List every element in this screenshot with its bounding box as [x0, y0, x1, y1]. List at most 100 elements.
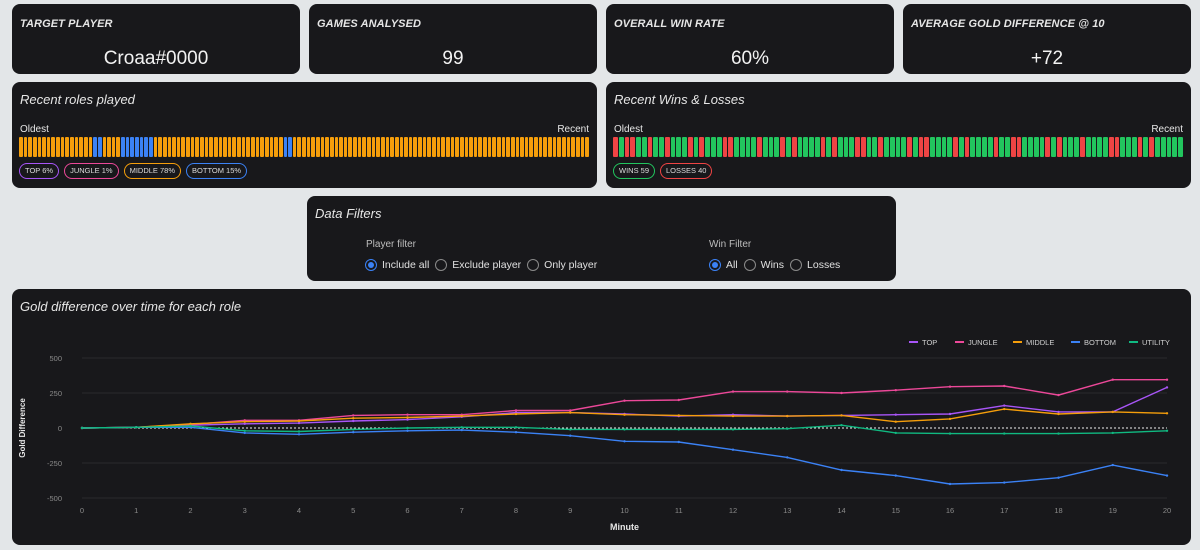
- result-segment: [699, 137, 705, 157]
- data-point-utility: [406, 426, 409, 430]
- result-segment: [768, 137, 774, 157]
- role-segment: [538, 137, 543, 157]
- result-segment: [1051, 137, 1056, 157]
- role-segment: [473, 137, 478, 157]
- result-segment: [970, 137, 976, 157]
- result-segment: [785, 137, 791, 157]
- result-segment: [924, 137, 930, 157]
- result-segment: [1137, 137, 1143, 157]
- role-segment: [56, 137, 60, 157]
- role-segment: [79, 137, 83, 157]
- data-point-jungle: [786, 390, 789, 393]
- legend-pill-w: WINS 59: [613, 163, 656, 179]
- role-segment: [246, 137, 251, 157]
- result-segment: [958, 137, 964, 157]
- data-point-bottom: [297, 433, 301, 436]
- recent-label: Recent: [1151, 124, 1183, 135]
- y-tick-label: 0: [58, 424, 62, 433]
- x-tick-label: 17: [1000, 506, 1008, 515]
- result-segment: [711, 137, 716, 157]
- result-segment: [751, 137, 757, 157]
- role-segment: [223, 137, 227, 157]
- radio-icon[interactable]: [790, 259, 803, 271]
- data-point-middle: [786, 414, 789, 418]
- data-point-utility: [514, 426, 518, 429]
- stat-value: +72: [1030, 48, 1064, 69]
- result-segment: [849, 137, 855, 157]
- player-filter-option[interactable]: Include all: [365, 259, 429, 271]
- data-point-utility: [894, 431, 897, 435]
- data-point-utility: [460, 426, 463, 429]
- result-segment: [780, 137, 785, 157]
- oldest-label: Oldest: [614, 124, 643, 135]
- result-segment: [1062, 137, 1068, 157]
- radio-icon[interactable]: [743, 259, 756, 271]
- x-tick-label: 18: [1054, 506, 1062, 515]
- win-filter-option[interactable]: All: [709, 259, 738, 271]
- role-segment: [585, 137, 589, 157]
- role-segment: [162, 137, 167, 157]
- role-segment: [353, 137, 357, 157]
- result-segment: [1172, 137, 1178, 157]
- result-segment: [1091, 137, 1097, 157]
- result-segment: [860, 137, 866, 157]
- x-tick-label: 15: [892, 506, 900, 515]
- result-segment: [1045, 137, 1051, 157]
- role-segment: [97, 137, 102, 157]
- result-segment: [1028, 137, 1033, 157]
- role-segment: [506, 137, 510, 157]
- result-segment: [866, 137, 872, 157]
- result-segment: [705, 137, 711, 157]
- result-segment: [1022, 137, 1028, 157]
- radio-icon[interactable]: [709, 259, 721, 271]
- data-point-bottom: [569, 434, 572, 437]
- win-filter-option[interactable]: Losses: [790, 259, 840, 271]
- radio-icon[interactable]: [527, 259, 540, 271]
- role-segment: [255, 137, 260, 157]
- legend-item-middle: MIDDLE: [1026, 338, 1054, 347]
- role-segment: [362, 137, 367, 157]
- role-segment: [436, 137, 441, 157]
- x-tick-label: 0: [80, 506, 84, 515]
- win-filter-option-label: Wins: [760, 259, 785, 271]
- x-axis-label: Minute: [610, 522, 639, 532]
- x-tick-label: 11: [675, 506, 683, 515]
- legend-item-bottom: BOTTOM: [1084, 338, 1116, 347]
- filters-title: Data Filters: [315, 206, 382, 221]
- win-filter-option[interactable]: Wins: [743, 259, 785, 271]
- x-tick-label: 16: [946, 506, 954, 515]
- radio-icon[interactable]: [365, 259, 377, 271]
- role-segment: [218, 137, 223, 157]
- role-segment: [60, 137, 65, 157]
- data-point-bottom: [894, 474, 897, 477]
- stat-title: OVERALL WIN RATE: [614, 18, 725, 30]
- data-point-utility: [189, 424, 192, 428]
- result-segment: [722, 137, 728, 157]
- player-filter-option[interactable]: Exclude player: [435, 259, 521, 271]
- result-segment: [1097, 137, 1103, 157]
- result-segment: [941, 137, 947, 157]
- role-segment: [144, 137, 148, 157]
- result-segment: [987, 137, 993, 157]
- player-filter-option[interactable]: Only player: [527, 259, 597, 271]
- data-point-jungle: [840, 391, 843, 395]
- stat-value: 99: [442, 48, 464, 69]
- result-segment: [1149, 137, 1154, 157]
- role-segment: [520, 137, 524, 157]
- results-strip: [613, 137, 1183, 157]
- role-segment: [65, 137, 70, 157]
- role-segment: [492, 137, 496, 157]
- role-segment: [348, 137, 353, 157]
- role-segment: [260, 137, 264, 157]
- role-segment: [385, 137, 390, 157]
- role-segment: [334, 137, 339, 157]
- x-tick-label: 8: [514, 506, 518, 515]
- result-segment: [878, 137, 883, 157]
- role-segment: [181, 137, 186, 157]
- role-segment: [37, 137, 42, 157]
- role-segment: [483, 137, 487, 157]
- result-segment: [1085, 137, 1091, 157]
- result-segment: [693, 137, 699, 157]
- data-point-bottom: [786, 456, 789, 459]
- radio-icon[interactable]: [435, 259, 448, 271]
